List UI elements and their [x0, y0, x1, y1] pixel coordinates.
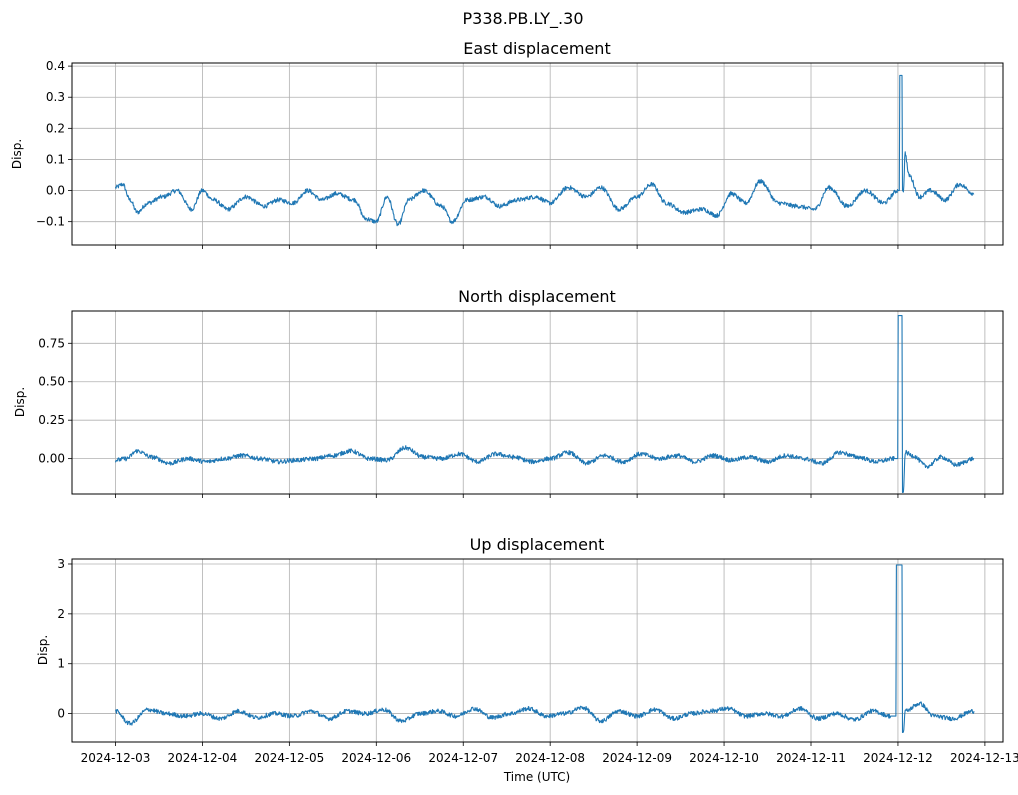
x-tick-label: 2024-12-08	[515, 751, 585, 765]
north-displacement-axes: North displacement Disp. 0.00 0.25 0.50 0.7…	[13, 287, 1004, 498]
suptitle: P338.PB.LY_.30	[463, 9, 584, 29]
east-axes-frame	[71, 62, 1004, 246]
up-ytick-label: 2	[57, 607, 65, 621]
north-ylabel: Disp.	[13, 387, 27, 417]
up-xticks: 2024-12-03 2024-12-04 2024-12-05 2024-12-06…	[81, 742, 1018, 765]
north-ytick-label: 0.75	[38, 336, 65, 350]
x-tick-label: 2024-12-10	[689, 751, 759, 765]
east-xticks	[115, 245, 986, 249]
east-series-line	[114, 74, 975, 227]
east-ytick-label: 0.3	[46, 90, 65, 104]
east-axes-title: East displacement	[463, 39, 610, 58]
north-ytick-label: 0.00	[38, 452, 65, 466]
east-ytick-label: 0.4	[46, 59, 65, 73]
north-axes-frame	[71, 310, 1004, 495]
up-grid	[72, 559, 1003, 742]
x-tick-label: 2024-12-07	[428, 751, 498, 765]
up-ylabel: Disp.	[36, 635, 50, 665]
up-series	[115, 564, 975, 734]
east-ytick-label: 0.0	[46, 184, 65, 198]
east-ytick-label: 0.1	[46, 152, 65, 166]
x-tick-label: 2024-12-09	[602, 751, 672, 765]
up-ytick-label: 1	[57, 657, 65, 671]
up-series-line	[115, 564, 975, 734]
north-series-line	[114, 315, 975, 494]
x-tick-label: 2024-12-04	[168, 751, 238, 765]
north-xticks	[115, 494, 986, 498]
x-tick-label: 2024-12-13	[950, 751, 1018, 765]
north-yticks: 0.00 0.25 0.50 0.75	[38, 336, 72, 466]
x-tick-label: 2024-12-03	[81, 751, 151, 765]
north-axes-title: North displacement	[458, 287, 616, 306]
east-series	[114, 74, 975, 227]
x-tick-label: 2024-12-11	[776, 751, 846, 765]
x-tick-label: 2024-12-06	[341, 751, 411, 765]
up-axes-frame	[71, 558, 1004, 743]
up-axes-title: Up displacement	[470, 535, 605, 554]
east-grid	[72, 63, 1003, 245]
east-ytick-label: 0.2	[46, 121, 65, 135]
east-displacement-axes: East displacement Disp. −0.1 0.0 0.1 0.2 0.3…	[10, 39, 1004, 249]
up-yticks: 0 1 2 3	[57, 557, 72, 721]
east-ylabel: Disp.	[10, 139, 24, 169]
north-ytick-label: 0.25	[38, 413, 65, 427]
north-series	[114, 315, 975, 494]
north-ytick-label: 0.50	[38, 375, 65, 389]
x-tick-label: 2024-12-12	[863, 751, 933, 765]
north-grid	[72, 311, 1003, 494]
east-yticks: −0.1 0.0 0.1 0.2 0.3 0.4	[36, 59, 72, 229]
up-ytick-label: 0	[57, 707, 65, 721]
x-tick-label: 2024-12-05	[254, 751, 324, 765]
east-ytick-label: −0.1	[36, 215, 65, 229]
x-axis-label: Time (UTC)	[503, 770, 570, 784]
up-ytick-label: 3	[57, 557, 65, 571]
